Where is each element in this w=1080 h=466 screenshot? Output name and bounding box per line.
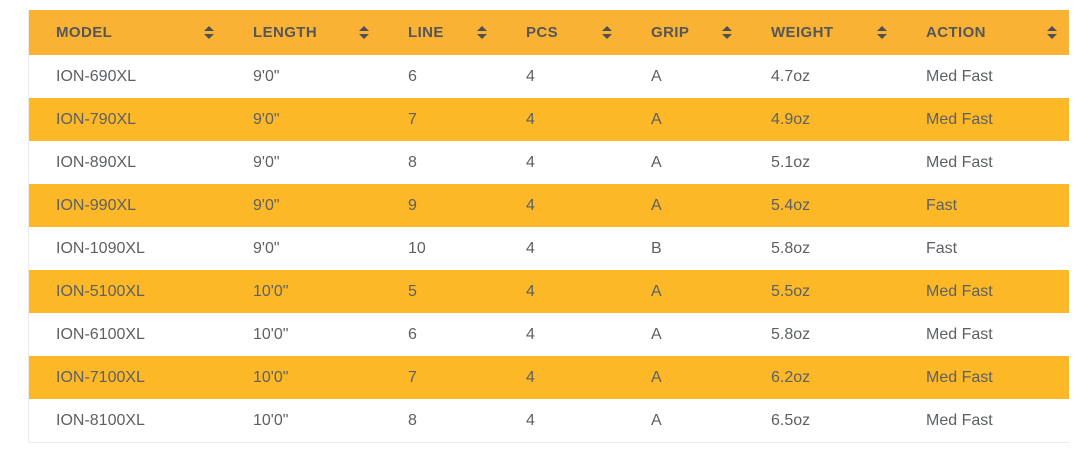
- column-header-line[interactable]: LINE: [381, 10, 499, 55]
- cell-action: Med Fast: [899, 313, 1069, 356]
- cell-model: ION-6100XL: [29, 313, 226, 356]
- cell-weight: 5.4oz: [744, 184, 899, 227]
- cell-grip: A: [624, 141, 744, 184]
- cell-grip: A: [624, 356, 744, 399]
- cell-action: Fast: [899, 184, 1069, 227]
- column-header-length[interactable]: LENGTH: [226, 10, 381, 55]
- cell-length: 9'0": [226, 227, 381, 270]
- column-header-label: MODEL: [56, 24, 113, 41]
- sort-icon: [359, 26, 369, 39]
- cell-action: Med Fast: [899, 141, 1069, 184]
- sort-icon: [602, 26, 612, 39]
- cell-action: Fast: [899, 227, 1069, 270]
- cell-line: 5: [381, 270, 499, 313]
- cell-action: Med Fast: [899, 356, 1069, 399]
- table-row: ION-1090XL 9'0" 10 4 B 5.8oz Fast: [29, 227, 1069, 270]
- sort-icon: [722, 26, 732, 39]
- cell-pcs: 4: [499, 55, 624, 98]
- table-header-row: MODEL LENGTH LINE: [29, 10, 1069, 55]
- column-header-action[interactable]: ACTION: [899, 10, 1069, 55]
- sort-icon: [877, 26, 887, 39]
- cell-weight: 5.5oz: [744, 270, 899, 313]
- column-header-label: WEIGHT: [771, 24, 834, 41]
- cell-grip: A: [624, 270, 744, 313]
- cell-length: 9'0": [226, 55, 381, 98]
- cell-grip: A: [624, 399, 744, 442]
- cell-model: ION-890XL: [29, 141, 226, 184]
- cell-length: 9'0": [226, 141, 381, 184]
- cell-weight: 4.9oz: [744, 98, 899, 141]
- cell-action: Med Fast: [899, 399, 1069, 442]
- column-header-label: LINE: [408, 24, 444, 41]
- sort-icon: [204, 26, 214, 39]
- column-header-label: ACTION: [926, 24, 986, 41]
- cell-action: Med Fast: [899, 55, 1069, 98]
- cell-grip: A: [624, 313, 744, 356]
- table-row: ION-8100XL 10'0" 8 4 A 6.5oz Med Fast: [29, 399, 1069, 442]
- column-header-label: GRIP: [651, 24, 690, 41]
- table-row: ION-690XL 9'0" 6 4 A 4.7oz Med Fast: [29, 55, 1069, 98]
- cell-pcs: 4: [499, 313, 624, 356]
- product-spec-table: MODEL LENGTH LINE: [29, 10, 1069, 442]
- cell-length: 10'0": [226, 270, 381, 313]
- cell-grip: B: [624, 227, 744, 270]
- cell-pcs: 4: [499, 98, 624, 141]
- cell-model: ION-790XL: [29, 98, 226, 141]
- cell-line: 7: [381, 356, 499, 399]
- cell-weight: 4.7oz: [744, 55, 899, 98]
- cell-line: 9: [381, 184, 499, 227]
- cell-pcs: 4: [499, 184, 624, 227]
- cell-weight: 6.5oz: [744, 399, 899, 442]
- cell-length: 9'0": [226, 98, 381, 141]
- table-row: ION-990XL 9'0" 9 4 A 5.4oz Fast: [29, 184, 1069, 227]
- cell-line: 6: [381, 55, 499, 98]
- table-row: ION-6100XL 10'0" 6 4 A 5.8oz Med Fast: [29, 313, 1069, 356]
- column-header-grip[interactable]: GRIP: [624, 10, 744, 55]
- table-body: ION-690XL 9'0" 6 4 A 4.7oz Med Fast ION-790XL 9'…: [29, 55, 1069, 442]
- cell-model: ION-690XL: [29, 55, 226, 98]
- cell-model: ION-5100XL: [29, 270, 226, 313]
- cell-weight: 5.8oz: [744, 313, 899, 356]
- cell-pcs: 4: [499, 227, 624, 270]
- cell-grip: A: [624, 55, 744, 98]
- sort-icon: [477, 26, 487, 39]
- column-header-pcs[interactable]: PCS: [499, 10, 624, 55]
- cell-line: 8: [381, 141, 499, 184]
- cell-model: ION-7100XL: [29, 356, 226, 399]
- cell-line: 10: [381, 227, 499, 270]
- table-row: ION-790XL 9'0" 7 4 A 4.9oz Med Fast: [29, 98, 1069, 141]
- cell-length: 9'0": [226, 184, 381, 227]
- cell-length: 10'0": [226, 313, 381, 356]
- table-row: ION-5100XL 10'0" 5 4 A 5.5oz Med Fast: [29, 270, 1069, 313]
- cell-model: ION-1090XL: [29, 227, 226, 270]
- cell-weight: 5.8oz: [744, 227, 899, 270]
- cell-action: Med Fast: [899, 98, 1069, 141]
- cell-grip: A: [624, 184, 744, 227]
- cell-weight: 6.2oz: [744, 356, 899, 399]
- cell-action: Med Fast: [899, 270, 1069, 313]
- column-header-weight[interactable]: WEIGHT: [744, 10, 899, 55]
- cell-pcs: 4: [499, 141, 624, 184]
- cell-length: 10'0": [226, 356, 381, 399]
- cell-line: 8: [381, 399, 499, 442]
- column-header-label: LENGTH: [253, 24, 318, 41]
- column-header-label: PCS: [526, 24, 559, 41]
- table-row: ION-7100XL 10'0" 7 4 A 6.2oz Med Fast: [29, 356, 1069, 399]
- sort-icon: [1047, 26, 1057, 39]
- column-header-model[interactable]: MODEL: [29, 10, 226, 55]
- cell-line: 7: [381, 98, 499, 141]
- cell-weight: 5.1oz: [744, 141, 899, 184]
- table-row: ION-890XL 9'0" 8 4 A 5.1oz Med Fast: [29, 141, 1069, 184]
- cell-model: ION-8100XL: [29, 399, 226, 442]
- cell-length: 10'0": [226, 399, 381, 442]
- cell-grip: A: [624, 98, 744, 141]
- cell-line: 6: [381, 313, 499, 356]
- cell-pcs: 4: [499, 270, 624, 313]
- cell-pcs: 4: [499, 356, 624, 399]
- product-spec-table-container: MODEL LENGTH LINE: [28, 10, 1069, 443]
- cell-pcs: 4: [499, 399, 624, 442]
- cell-model: ION-990XL: [29, 184, 226, 227]
